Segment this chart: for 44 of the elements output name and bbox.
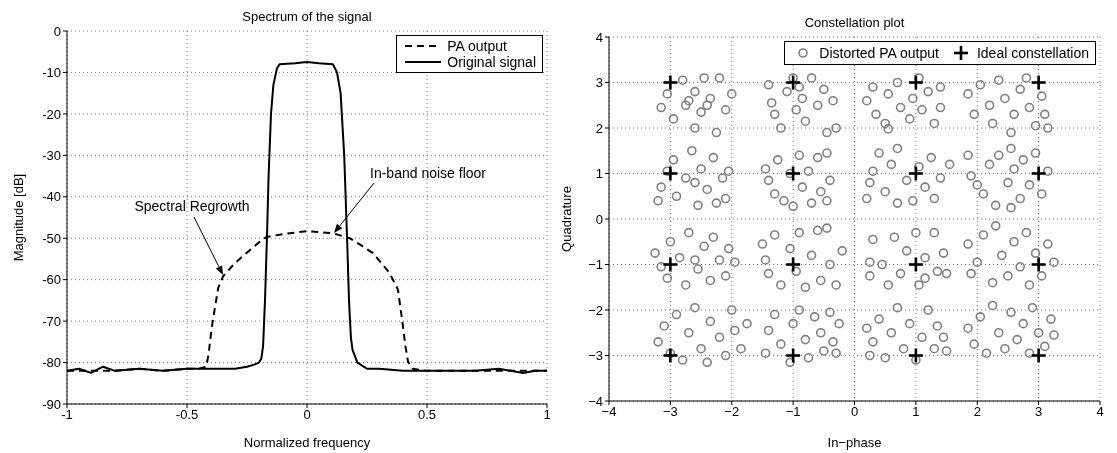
y-tick-label: −4 [588, 393, 603, 409]
x-tick-label: −1 [785, 404, 801, 420]
legend-label: Original signal [447, 54, 536, 70]
y-tick-label: −3 [588, 348, 603, 364]
y-tick-label: -30 [42, 147, 61, 163]
x-tick-label: −3 [662, 404, 678, 420]
y-tick-label: 4 [595, 29, 603, 45]
y-axis-title: Quadrature [558, 186, 574, 252]
chart-title: Spectrum of the signal [241, 9, 373, 24]
y-tick-label: 3 [595, 75, 603, 91]
y-tick-label: -90 [42, 396, 61, 412]
y-tick-label: 2 [595, 120, 603, 136]
x-tick-label: 1 [543, 407, 551, 423]
y-tick-label: 1 [595, 166, 603, 182]
legend-label: Ideal constellation [976, 45, 1089, 61]
legend-label: PA output [447, 38, 507, 54]
y-tick-label: -10 [42, 65, 61, 81]
y-tick-label: −1 [588, 257, 603, 273]
annotation: In-band noise floor [370, 165, 487, 181]
y-tick-label: -40 [42, 189, 61, 205]
y-tick-label: 0 [595, 211, 603, 227]
y-tick-label: -50 [42, 230, 61, 246]
y-axis-title: Magnitude [dB] [10, 173, 26, 262]
y-tick-label: -70 [42, 313, 61, 329]
x-tick-label: −2 [724, 404, 740, 420]
x-tick-label: 0 [850, 404, 859, 420]
y-tick-label: -20 [42, 106, 61, 122]
x-tick-label: 0 [303, 407, 311, 423]
x-tick-label: -0.5 [175, 407, 199, 423]
annotation: Spectral Regrowth [134, 198, 250, 214]
y-tick-label: −2 [588, 302, 603, 318]
y-tick-label: -60 [42, 272, 61, 288]
x-tick-label: 1 [912, 404, 920, 420]
x-tick-label: 4 [1096, 404, 1104, 420]
x-axis-title: Normalized frequency [243, 435, 371, 450]
x-tick-label: 0.5 [417, 407, 437, 423]
x-tick-label: 3 [1035, 404, 1043, 420]
y-tick-label: -80 [42, 355, 61, 371]
x-axis-title: In−phase [827, 435, 882, 450]
x-tick-label: -1 [61, 407, 73, 423]
x-tick-label: 2 [973, 404, 981, 420]
chart-title: Constellation plot [803, 15, 906, 30]
y-tick-label: 0 [53, 23, 61, 39]
legend-label: Distorted PA output [819, 45, 939, 61]
